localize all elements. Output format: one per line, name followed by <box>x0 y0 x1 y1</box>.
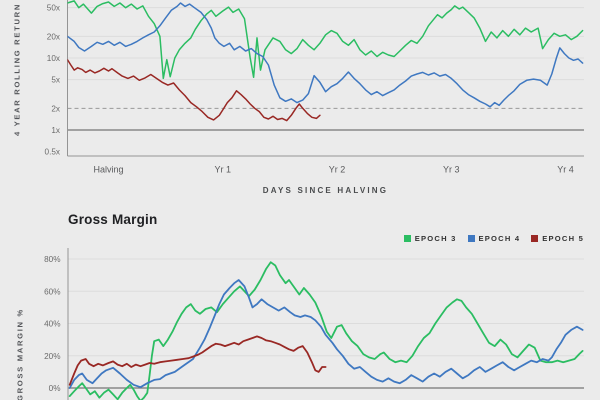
legend-item-epoch-3: EPOCH 3 <box>403 234 457 243</box>
x-tick-label: Yr 1 <box>214 165 231 175</box>
series-line-epoch-3 <box>67 0 584 80</box>
x-tick-label: Yr 4 <box>557 165 574 175</box>
series-line-epoch-5 <box>68 335 327 386</box>
y-tick-label: 40% <box>44 320 60 329</box>
rolling-return-plot: 50x 20x 10x 5x 2x 1x 0.5x Halving Yr 1 Yr 2 Yr 3 Yr… <box>45 0 584 175</box>
series-line-epoch-4 <box>67 2 584 108</box>
x-axis-title: DAYS SINCE HALVING <box>262 186 389 195</box>
series-line-epoch-5 <box>67 58 321 122</box>
epoch-3-swatch-icon <box>403 235 411 242</box>
y-tick-label: 5x <box>51 76 60 85</box>
series-group <box>67 0 584 122</box>
x-tick-label: Yr 2 <box>329 165 346 175</box>
legend-label-epoch-4: EPOCH 4 <box>478 234 521 243</box>
y-tick-label: 10x <box>47 54 60 63</box>
legend-label-epoch-3: EPOCH 3 <box>414 234 457 243</box>
y-tick-label: 80% <box>44 255 60 264</box>
y-tick-label: 0% <box>49 384 61 393</box>
gross-margin-title: Gross Margin <box>68 212 158 227</box>
legend: EPOCH 3 EPOCH 4 EPOCH 5 <box>403 234 584 243</box>
x-tick-label: Yr 3 <box>443 165 460 175</box>
y-tick-label: 20x <box>47 32 60 41</box>
series-line-epoch-3 <box>68 261 584 400</box>
y-tick-label: 2x <box>51 104 60 113</box>
gross-margin-plot: 80% 60% 40% 20% 0% <box>44 248 584 400</box>
x-tick-label: Halving <box>93 165 123 175</box>
series-group <box>68 261 584 400</box>
epoch-5-swatch-icon <box>531 235 539 242</box>
y-tick-label: 60% <box>44 287 60 296</box>
y-tick-label: 20% <box>44 352 60 361</box>
y-tick-label: 1x <box>51 126 60 135</box>
y-tick-label: 50x <box>47 4 60 13</box>
series-line-epoch-4 <box>68 279 584 389</box>
legend-label-epoch-5: EPOCH 5 <box>542 234 584 243</box>
legend-item-epoch-5: EPOCH 5 <box>531 234 584 243</box>
y-tick-label: 0.5x <box>45 148 60 157</box>
legend-item-epoch-4: EPOCH 4 <box>467 234 521 243</box>
epoch-4-swatch-icon <box>467 235 475 242</box>
